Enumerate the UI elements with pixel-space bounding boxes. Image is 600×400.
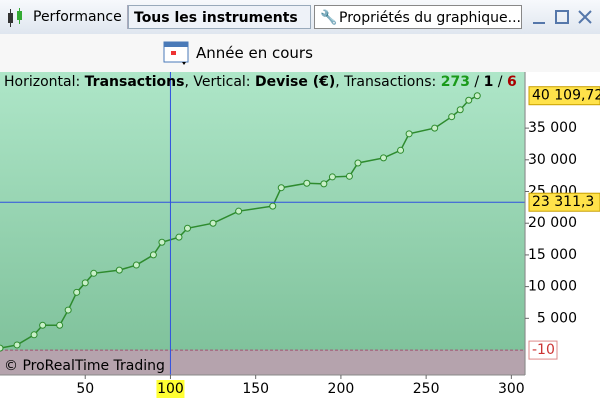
- trade-point: [465, 96, 473, 104]
- h-value: Transactions: [85, 74, 185, 90]
- trade-point: [13, 341, 21, 349]
- x-tick-label: 50: [76, 381, 94, 397]
- trade-point: [209, 219, 217, 227]
- properties-label: Propriétés du graphique...: [339, 10, 522, 26]
- x-tick-label: 300: [498, 381, 525, 397]
- plot-bg: [0, 72, 525, 375]
- trade-point: [320, 180, 328, 188]
- trade-point: [235, 207, 243, 215]
- instruments-dropdown[interactable]: Tous les instruments ▾: [128, 5, 311, 50]
- reference-label: -10: [532, 342, 555, 358]
- below-reference: [0, 350, 525, 375]
- trade-point: [354, 159, 362, 167]
- crosshair-x-box: [156, 380, 185, 398]
- wrench-icon: 🔧: [320, 10, 338, 26]
- trade-point: [328, 173, 336, 181]
- chart: Horizontal: Transactions, Vertical: Devi…: [0, 72, 600, 400]
- performance-tab[interactable]: Performance: [28, 5, 128, 29]
- copyright: © ProRealTime Trading: [4, 358, 165, 374]
- y-tick-label: 20 000: [528, 215, 577, 231]
- trade-point: [303, 179, 311, 187]
- trade-point: [73, 288, 81, 296]
- candle-icon: [8, 8, 22, 27]
- trade-point: [81, 279, 89, 287]
- crosshair-x-label: 100: [157, 381, 184, 397]
- t-total: 273: [441, 74, 470, 90]
- maximize[interactable]: [555, 10, 569, 24]
- trade-point: [90, 269, 98, 277]
- trade-point: [277, 184, 285, 192]
- trade-point: [473, 92, 481, 100]
- y-tick-label: 30 000: [528, 152, 577, 168]
- trade-point: [30, 331, 38, 339]
- properties-button[interactable]: 🔧 Propriétés du graphique...: [314, 5, 522, 29]
- trade-point: [132, 261, 140, 269]
- trade-point: [0, 344, 4, 352]
- trade-point: [269, 202, 277, 210]
- crosshair-y-label: 23 311,3: [532, 194, 594, 210]
- period-label: Année en cours: [196, 44, 313, 62]
- trade-point: [56, 321, 64, 329]
- close[interactable]: [578, 10, 592, 24]
- window-controls: [533, 10, 592, 24]
- trade-point: [380, 154, 388, 162]
- last-value: 40 109,72: [532, 88, 600, 104]
- instruments-label: Tous les instruments: [134, 10, 298, 26]
- y-tick-label: 15 000: [528, 247, 577, 263]
- header: Horizontal: Transactions, Vertical: Devi…: [4, 74, 517, 90]
- trade-point: [431, 124, 439, 132]
- sep: /: [474, 74, 479, 90]
- trade-point: [175, 233, 183, 241]
- trade-point: [184, 224, 191, 232]
- crosshair-y-label-box: [528, 192, 600, 212]
- trade-point: [456, 106, 464, 114]
- v-label: , Vertical:: [184, 74, 250, 90]
- trade-point: [405, 130, 413, 138]
- x-tick-label: 200: [328, 381, 355, 397]
- trade-point: [158, 238, 166, 246]
- y-tick-label: 5 000: [537, 310, 577, 326]
- axis-bg: [0, 375, 600, 400]
- t-last: 6: [507, 74, 517, 90]
- t-mid: 1: [484, 74, 494, 90]
- trade-point: [115, 266, 123, 274]
- sep: /: [498, 74, 503, 90]
- trade-point: [149, 251, 157, 259]
- trade-point: [64, 306, 72, 314]
- toolbar: Performance Tous les instruments ▾ 🔧Prop…: [0, 0, 600, 50]
- trade-point: [39, 321, 47, 329]
- period-bar: Année en cours: [0, 34, 600, 72]
- trade-point: [397, 146, 405, 154]
- t-label: , Transactions:: [335, 74, 436, 90]
- calendar-icon[interactable]: [163, 39, 191, 67]
- h-label: Horizontal:: [4, 74, 80, 90]
- trade-point: [448, 113, 456, 121]
- v-value: Devise (€): [255, 74, 335, 90]
- trade-point: [345, 172, 353, 180]
- y-tick-label: 10 000: [528, 279, 577, 295]
- y-tick-label: 35 000: [528, 120, 577, 136]
- reference-box: [528, 340, 558, 360]
- x-tick-label: 250: [413, 381, 440, 397]
- last-value-box: [528, 86, 600, 106]
- x-tick-label: 150: [242, 381, 269, 397]
